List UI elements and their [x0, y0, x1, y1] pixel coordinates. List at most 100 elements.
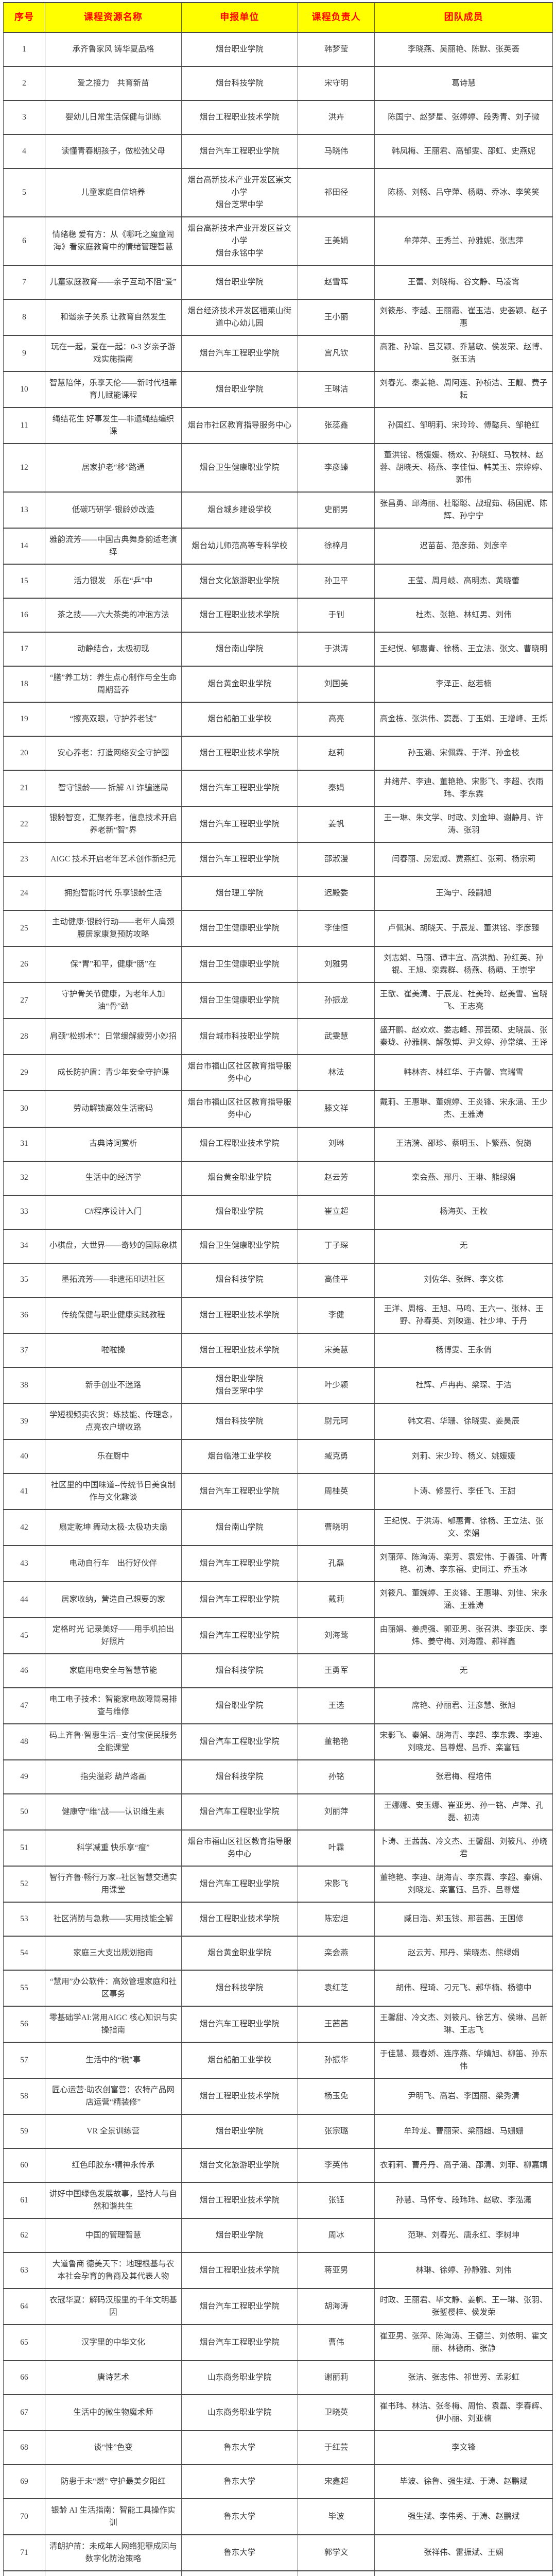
leader-cell: 张宗璐 — [297, 2114, 375, 2149]
course-name-cell: 唐诗艺术 — [45, 2360, 182, 2395]
table-row: 56 零基础学AI:常用AIGC 核心知识与实操指南 烟台汽车工程职业学院 王茜茜 王馨… — [3, 2006, 553, 2043]
team-cell: 尹明飞、高岩、李国丽、梁秀清 — [374, 2078, 553, 2115]
row-no-cell: 72 — [3, 2570, 46, 2576]
unit-cell: 烟台文化旅游职业学院 — [181, 564, 298, 599]
team-cell: 张祥伟、雷振斌、王娴 — [374, 2534, 553, 2571]
unit-cell: 烟台职业学院 — [181, 265, 298, 300]
unit-cell: 烟台职业学院 — [181, 32, 298, 67]
unit-cell: 烟台职业学院 烟台芝罘中学 — [181, 1367, 298, 1404]
team-cell: 崔亚男、张萍、陈海涛、王德兰、刘依明、霍文丽、林德雨、张静 — [374, 2324, 553, 2361]
course-name-cell: 新手创业不迷路 — [45, 1367, 182, 1404]
table-row: 62 中国的管理智慧 烟台职业学院 周冰 范琳、刘春光、唐永红、李树坤 — [3, 2218, 553, 2253]
table-row: 14 雅韵流芳——中国古典舞身韵适老演绎 烟台幼儿师范高等专科学校 徐梓月 迟苗苗、范彦… — [3, 528, 553, 565]
row-no-cell: 49 — [3, 1759, 46, 1794]
course-name-cell: 承齐鲁家风 铸华夏品格 — [45, 32, 182, 67]
course-name-cell: “膳”养工坊：养生点心制作与全生命周期营养 — [45, 666, 182, 703]
row-no-cell: 29 — [3, 1054, 46, 1091]
team-cell: 韩文君、华珊、徐晓雯、姜昊辰 — [374, 1403, 553, 1440]
leader-cell: 杨玉免 — [297, 2078, 375, 2115]
row-no-cell: 22 — [3, 806, 46, 843]
unit-cell: 烟台汽车工程职业学院 — [181, 2006, 298, 2043]
unit-cell: 烟台卫生健康职业学院 — [181, 443, 298, 493]
row-no-cell: 16 — [3, 598, 46, 633]
course-name-cell: 和谐亲子关系 让教育自然发生 — [45, 299, 182, 336]
course-name-cell: 生活中的经济学 — [45, 1161, 182, 1195]
leader-cell: 丁子琛 — [297, 1229, 375, 1263]
row-no-cell: 47 — [3, 1687, 46, 1724]
course-name-cell: 定格时光 记录美好——用手机拍出好照片 — [45, 1617, 182, 1654]
leader-cell: 董艳艳 — [297, 1723, 375, 1760]
team-cell: 王纪悦、于洪涛、郇惠青、徐杨、王立法、张文、栾娟 — [374, 1509, 553, 1546]
team-cell: 刘春光、秦姜艳、周阿连、孙桢洁、王靓、费子耘 — [374, 371, 553, 408]
unit-cell: 烟台工程职业技术学院 — [181, 736, 298, 771]
leader-cell: 尉元珂 — [297, 1403, 375, 1440]
leader-cell: 刘雅男 — [297, 946, 375, 983]
table-row: 15 活力银发 乐在“乒”中 烟台文化旅游职业学院 孙卫平 王莹、周月岐、高明杰、黄晓蕾 — [3, 564, 553, 599]
leader-cell: 张蕊鑫 — [297, 407, 375, 444]
row-no-cell: 38 — [3, 1367, 46, 1404]
table-row: 16 茶之技——六大茶类的冲泡方法 烟台工程职业技术学院 于钊 杜杰、张艳、林虹男、刘伟 — [3, 598, 553, 633]
unit-cell: 鲁东大学 — [181, 2498, 298, 2535]
leader-cell: 王茜茜 — [297, 2006, 375, 2043]
row-no-cell: 36 — [3, 1296, 46, 1334]
team-cell: 胡伟、程琦、刁元飞、郝华楠、杨德中 — [374, 1970, 553, 2007]
row-no-cell: 3 — [3, 100, 46, 135]
course-name-cell: 指尖溢彩 葫芦烙画 — [45, 1759, 182, 1794]
team-cell: 牟玲龙、曹丽荣、梁丽超、马姗姗 — [374, 2114, 553, 2149]
table-row: 21 智守银龄—— 拆解 AI 诈骗迷局 烟台汽车工程职业学院 秦娟 井绪芹、李迪、董艳… — [3, 770, 553, 807]
leader-cell: 马晓伟 — [297, 134, 375, 169]
team-cell: 王洋、周榕、王旭、马鸣、王六一、张林、王野、孙春英、刘映遥、杜少坤、于丹 — [374, 1296, 553, 1334]
team-cell: 林琳、徐婷、孙静雅、刘伟 — [374, 2252, 553, 2289]
team-cell: 戴莉、王惠琳、董婉婷、王炎锋、宋永涵、王少杰、王雅涛 — [374, 1090, 553, 1128]
course-name-cell: 衣冠华夏：解码汉服里的千年文明基因 — [45, 2288, 182, 2325]
team-cell: 韩林杏、林红华、于卉馨、宫瑞雪 — [374, 1054, 553, 1091]
table-row: 30 劳动解锁高效生活密码 烟台市福山区社区教育指导服务中心 滕文祥 戴莉、王惠琳、董婉… — [3, 1090, 553, 1128]
leader-cell: 滕文祥 — [297, 1090, 375, 1128]
leader-cell: 孙振龙 — [297, 982, 375, 1019]
table-row: 43 电动自行车 出行好伙伴 烟台汽车工程职业学院 孔磊 刘丽萍、陈海涛、栾芳、袁宏伟、… — [3, 1545, 553, 1582]
table-row: 1 承齐鲁家风 铸华夏品格 烟台职业学院 韩梦莹 李晓燕、吴丽艳、陈默、张英荟 — [3, 32, 553, 67]
team-cell: 杜辉、卢冉冉、梁琛、于洁 — [374, 1367, 553, 1404]
course-name-cell: 守护骨关节健康，为老年人加油“骨”劲 — [45, 982, 182, 1019]
row-no-cell: 68 — [3, 2430, 46, 2465]
table-row: 6 情绪稳 爱有方：从《哪吒之魔童闹海》看家庭教育中的情绪管理智慧 烟台高新技术产业… — [3, 216, 553, 266]
course-name-cell: 情绪稳 爱有方：从《哪吒之魔童闹海》看家庭教育中的情绪管理智慧 — [45, 216, 182, 266]
table-row: 53 社区消防与急救——实用技能全解 烟台工程职业技术学院 陈宏炟 臧日浩、郑玉钱、邢芸… — [3, 1902, 553, 1937]
leader-cell: 迟殿委 — [297, 876, 375, 911]
leader-cell: 孙铭 — [297, 1759, 375, 1794]
table-row: 4 读懂青春期孩子，做松弛父母 烟台汽车工程职业学院 马晓伟 韩凤梅、王丽君、高郁雯、邵… — [3, 134, 553, 169]
row-no-cell: 43 — [3, 1545, 46, 1582]
team-cell: 井绪芹、李迪、董艳艳、宋影飞、李超、衣雨玮、李东霖 — [374, 770, 553, 807]
table-row: 68 谈“性”色变 鲁东大学 于红芸 李文锋 — [3, 2430, 553, 2465]
unit-cell: 烟台黄金职业学院 — [181, 1936, 298, 1971]
team-cell: 王一琳、朱文学、时政、刘金坤、谢静月、许涛、张羽 — [374, 806, 553, 843]
course-name-cell: 居家收纳，营造自己想要的家 — [45, 1581, 182, 1618]
table-row: 57 生活中的“税”事 烟台船舶工业学校 孙振华 于佳慧、聂春娇、连序燕、华婧旭、柳笛、… — [3, 2042, 553, 2079]
team-cell: 陈国宁、赵梦星、张婷婷、段秀青、刘子微 — [374, 100, 553, 135]
leader-cell: 王琳洁 — [297, 371, 375, 408]
row-no-cell: 19 — [3, 702, 46, 737]
table-row: 35 墨拓流芳——非遗拓印进社区 烟台科技学院 高佳平 刘佐华、张辉、李文栋 — [3, 1263, 553, 1297]
row-no-cell: 67 — [3, 2394, 46, 2431]
table-row: 7 儿童家庭教育——亲子互动不阻“爱” 烟台职业学院 赵雪晖 王蕾、刘晓梅、谷文静、马凌… — [3, 265, 553, 300]
unit-cell: 烟台城乡建设学校 — [181, 492, 298, 529]
header-course-leader: 课程负责人 — [297, 2, 375, 33]
course-name-cell: 健康守“维”战——认识维生素 — [45, 1793, 182, 1831]
table-row: 18 “膳”养工坊：养生点心制作与全生命周期营养 烟台黄金职业学院 刘国美 李泽正、赵若… — [3, 666, 553, 703]
leader-cell: 孙振华 — [297, 2042, 375, 2079]
leader-cell: 宋守明 — [297, 66, 375, 101]
leader-cell: 祁田径 — [297, 168, 375, 217]
row-no-cell: 23 — [3, 842, 46, 877]
course-name-cell: 智守银龄—— 拆解 AI 诈骗迷局 — [45, 770, 182, 807]
header-course-name: 课程资源名称 — [45, 2, 182, 33]
unit-cell: 烟台汽车工程职业学院 — [181, 1581, 298, 1618]
course-name-cell: 活力银发 乐在“乒”中 — [45, 564, 182, 599]
table-row: 50 健康守“维”战——认识维生素 烟台汽车工程职业学院 刘丽萍 王娜娜、安玉娜、崔亚男… — [3, 1793, 553, 1831]
unit-cell: 烟台工程职业技术学院 — [181, 2252, 298, 2289]
table-row: 46 家庭用电安全与智慧节能 烟台科技学院 王勇军无 — [3, 1653, 553, 1688]
row-no-cell: 8 — [3, 299, 46, 336]
row-no-cell: 4 — [3, 134, 46, 169]
course-name-cell: VR 全景训练营 — [45, 2114, 182, 2149]
unit-cell: 烟台南山学院 — [181, 632, 298, 667]
unit-cell: 烟台科技学院 — [181, 66, 298, 101]
